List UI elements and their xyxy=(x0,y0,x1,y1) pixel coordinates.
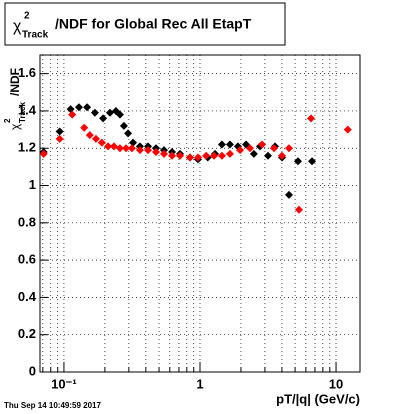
marker xyxy=(294,205,303,214)
x-tick-label: 10 xyxy=(329,376,343,391)
marker xyxy=(91,134,100,143)
y-label-sub: Track xyxy=(18,102,27,123)
title-sub: Track xyxy=(22,30,49,41)
marker xyxy=(122,144,131,153)
marker xyxy=(258,140,267,149)
marker xyxy=(217,151,226,160)
y-tick-label: 1.2 xyxy=(18,140,36,155)
marker xyxy=(127,144,136,153)
marker xyxy=(144,146,153,155)
marker xyxy=(293,157,302,166)
marker xyxy=(115,144,124,153)
marker xyxy=(284,144,293,153)
chart-title: /NDF for Global Rec All EtapT xyxy=(55,16,252,32)
y-label-text: /NDF xyxy=(8,68,22,96)
marker xyxy=(83,103,92,112)
marker xyxy=(80,123,89,132)
y-label-sup: 2 xyxy=(3,118,12,123)
marker xyxy=(66,105,75,114)
marker xyxy=(307,114,316,123)
footer: Thu Sep 14 10:49:59 2017 xyxy=(4,401,101,410)
y-label-symbol: χ xyxy=(8,123,22,130)
marker xyxy=(194,153,203,162)
marker xyxy=(225,149,234,158)
y-tick-label: 1 xyxy=(29,177,36,192)
y-tick-label: 0.2 xyxy=(18,326,36,341)
marker xyxy=(135,146,144,155)
marker xyxy=(68,110,77,119)
y-tick-label: 0.8 xyxy=(18,214,36,229)
marker xyxy=(90,108,99,117)
title-box xyxy=(4,2,286,46)
title-symbol: χ xyxy=(13,18,22,35)
marker xyxy=(109,142,118,151)
marker xyxy=(39,149,48,158)
marker xyxy=(168,151,177,160)
marker xyxy=(85,131,94,140)
x-label: pT/|q| (GeV/c) xyxy=(276,391,360,406)
marker xyxy=(249,149,258,158)
marker xyxy=(263,151,272,160)
marker xyxy=(225,140,234,149)
marker xyxy=(74,103,83,112)
marker xyxy=(210,151,219,160)
marker xyxy=(343,125,352,134)
marker xyxy=(175,151,184,160)
y-tick-label: 1.6 xyxy=(18,65,36,80)
marker xyxy=(308,157,317,166)
marker xyxy=(55,134,64,143)
marker xyxy=(202,151,211,160)
marker xyxy=(115,110,124,119)
marker xyxy=(217,140,226,149)
marker xyxy=(55,127,64,136)
x-tick-label: 10⁻¹ xyxy=(51,376,77,391)
marker xyxy=(97,138,106,147)
y-tick-label: 0.6 xyxy=(18,252,36,267)
marker xyxy=(245,144,254,153)
marker xyxy=(277,151,286,160)
marker xyxy=(99,114,108,123)
marker xyxy=(129,138,138,147)
marker xyxy=(119,121,128,130)
marker xyxy=(104,142,113,151)
title-sup: 2 xyxy=(24,11,30,22)
marker xyxy=(236,146,245,155)
y-tick-label: 1.4 xyxy=(18,102,37,117)
marker xyxy=(284,190,293,199)
marker xyxy=(270,144,279,153)
marker xyxy=(160,149,169,158)
x-tick-label: 1 xyxy=(196,376,203,391)
y-tick-label: 0.4 xyxy=(18,289,37,304)
marker xyxy=(151,147,160,156)
y-label: χ 2 Track /NDF xyxy=(3,68,27,130)
marker xyxy=(124,129,133,138)
marker xyxy=(185,153,194,162)
marker xyxy=(105,108,114,117)
y-tick-label: 0 xyxy=(29,363,36,378)
